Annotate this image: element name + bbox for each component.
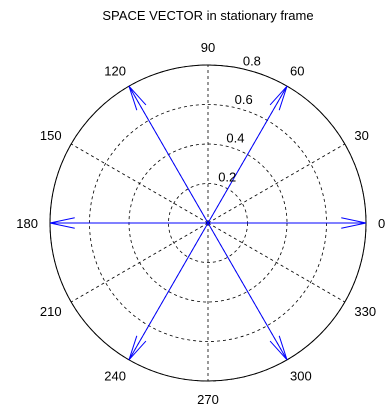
angle-tick-label: 240 <box>104 368 126 383</box>
vector-line <box>128 85 209 224</box>
vector-line <box>128 222 209 361</box>
radial-tick-label: 0.6 <box>235 92 253 107</box>
vector-line <box>207 222 288 361</box>
vector-arrowhead <box>49 217 75 224</box>
radial-tick-label: 0.8 <box>243 53 261 68</box>
vector-arrowhead <box>278 86 288 111</box>
angle-tick-label: 330 <box>354 304 376 319</box>
vector-line <box>207 85 288 224</box>
vector-arrowhead <box>128 335 138 360</box>
vector-arrowhead <box>341 217 367 224</box>
angle-grid-line <box>70 143 209 224</box>
vector-arrowhead <box>49 222 75 229</box>
radial-tick-label: 0.4 <box>226 131 244 146</box>
vector-arrowhead <box>341 222 367 229</box>
angle-tick-label: 150 <box>40 128 62 143</box>
angle-tick-label: 120 <box>104 64 126 79</box>
vector-arrowhead <box>128 85 147 106</box>
angle-grid-line <box>207 143 346 224</box>
angle-tick-label: 60 <box>290 64 304 79</box>
angle-tick-label: 300 <box>290 368 312 383</box>
angle-tick-label: 0 <box>378 216 385 231</box>
angle-tick-label: 210 <box>40 304 62 319</box>
angle-tick-label: 90 <box>201 40 215 55</box>
vector-arrowhead <box>269 340 288 361</box>
angle-tick-label: 180 <box>16 216 38 231</box>
angle-tick-label: 270 <box>197 392 219 407</box>
vector-arrowhead <box>269 85 288 106</box>
vector-arrowhead <box>278 335 288 360</box>
vector-arrowhead <box>128 86 138 111</box>
angle-grid-line <box>207 222 346 303</box>
chart-title: SPACE VECTOR in stationary frame <box>102 8 313 23</box>
vector-arrowhead <box>128 340 147 361</box>
tick-labels: 0.2 0.4 0.6 0.8 0 30 60 90 120 150 180 210 240 270 300… <box>16 40 385 407</box>
angle-tick-label: 30 <box>354 128 368 143</box>
angle-grid-line <box>70 222 209 303</box>
vectors <box>49 85 367 361</box>
radial-tick-label: 0.2 <box>218 169 236 184</box>
